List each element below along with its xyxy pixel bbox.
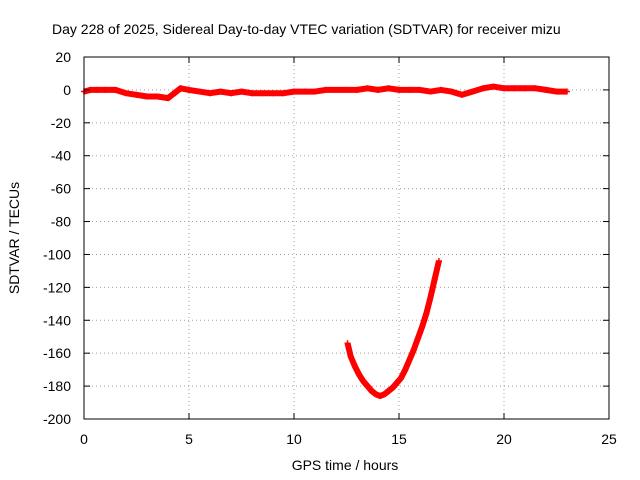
data-point [410, 346, 417, 353]
data-point [356, 371, 363, 378]
y-tick-label: -180 [43, 378, 71, 394]
data-point [377, 392, 384, 399]
data-series [81, 83, 570, 399]
data-point [217, 88, 224, 95]
x-tick-label: 5 [185, 431, 193, 447]
y-tick-label: -120 [43, 279, 71, 295]
data-point [301, 88, 308, 95]
data-point [490, 83, 497, 90]
data-point [431, 276, 438, 283]
data-point [123, 90, 129, 97]
data-point [406, 86, 413, 93]
data-point [385, 85, 392, 92]
data-point [333, 86, 339, 93]
data-point [522, 85, 528, 92]
data-point [381, 391, 388, 398]
data-point [171, 90, 178, 97]
data-point [93, 86, 100, 93]
data-point [347, 353, 354, 360]
data-point [368, 388, 375, 395]
data-point [375, 86, 381, 93]
data-point [207, 90, 213, 97]
data-point [393, 379, 400, 386]
data-point [144, 93, 150, 100]
data-point [322, 86, 329, 93]
data-point [165, 95, 171, 102]
data-point [402, 366, 409, 373]
data-point [480, 85, 486, 92]
data-point [398, 374, 405, 381]
data-point [177, 85, 184, 92]
y-tick-label: -100 [43, 246, 71, 262]
data-point [427, 294, 434, 301]
data-point [385, 388, 392, 395]
y-tick-label: -140 [43, 312, 71, 328]
y-tick-label: -60 [51, 181, 71, 197]
data-point [389, 384, 396, 391]
data-point [564, 88, 570, 95]
data-point [469, 88, 476, 95]
x-tick-label: 20 [496, 431, 512, 447]
data-point [259, 90, 266, 97]
data-point [343, 86, 350, 93]
x-tick-label: 25 [601, 431, 617, 447]
data-point [511, 85, 518, 92]
y-tick-label: -40 [51, 148, 71, 164]
data-point [364, 85, 371, 92]
y-tick-label: 0 [63, 82, 71, 98]
x-tick-label: 10 [286, 431, 302, 447]
chart-title: Day 228 of 2025, Sidereal Day-to-day VTE… [52, 21, 561, 37]
data-point [417, 86, 423, 93]
data-point [372, 391, 379, 398]
data-point [249, 90, 255, 97]
y-axis-label: SDTVAR / TECUs [6, 182, 22, 294]
data-point [238, 88, 245, 95]
data-point [423, 310, 430, 317]
data-point [438, 86, 444, 93]
data-point [351, 363, 358, 370]
series-line [344, 260, 442, 399]
data-point [419, 323, 426, 330]
data-point [133, 91, 140, 98]
data-point [364, 383, 371, 390]
data-point [501, 85, 507, 92]
data-point [112, 86, 119, 93]
data-point [186, 86, 192, 93]
y-tick-label: -160 [43, 345, 71, 361]
x-tick-label: 0 [80, 431, 88, 447]
data-point [344, 340, 351, 347]
data-point [427, 88, 434, 95]
y-tick-label: 20 [55, 49, 71, 65]
y-tick-label: -80 [51, 214, 71, 230]
data-point [406, 356, 413, 363]
data-point [414, 335, 421, 342]
grid-lines [84, 57, 609, 419]
data-point [360, 378, 367, 385]
data-point [312, 88, 318, 95]
data-point [196, 88, 203, 95]
data-point [228, 90, 234, 97]
data-point [354, 86, 360, 93]
data-point [435, 258, 442, 265]
axis-ticks: 0 5 10 15 20 25 20 0 -20 -40 -60 -80 -100 -120 -140 -16… [43, 49, 617, 447]
data-point [270, 90, 276, 97]
data-point [532, 85, 539, 92]
data-point [280, 90, 287, 97]
data-point [543, 86, 549, 93]
data-point [154, 93, 161, 100]
y-tick-label: -200 [43, 411, 71, 427]
data-point [291, 88, 297, 95]
x-tick-label: 15 [391, 431, 407, 447]
data-point [553, 88, 560, 95]
plot-frame [83, 56, 610, 420]
data-point [448, 88, 455, 95]
x-axis-label: GPS time / hours [292, 457, 399, 473]
data-point [459, 91, 465, 98]
y-tick-label: -20 [51, 115, 71, 131]
data-point [396, 86, 402, 93]
data-point [102, 86, 108, 93]
